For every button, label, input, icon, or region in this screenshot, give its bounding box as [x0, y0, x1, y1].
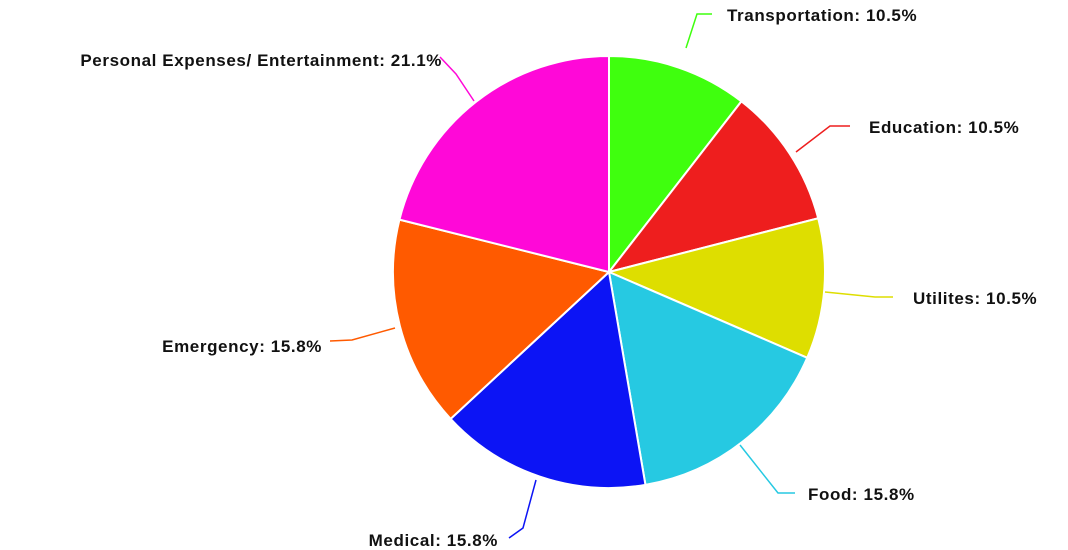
leader-line-utilites [824, 291, 893, 298]
leader-line-education [795, 125, 850, 153]
leader-line-food [739, 444, 795, 494]
slice-labels: Transportation: 10.5% Education: 10.5% Uti… [80, 6, 1037, 550]
slice-label-food: Food: 15.8% [808, 485, 915, 504]
slice-label-education: Education: 10.5% [869, 118, 1019, 137]
slice-label-emergency: Emergency: 15.8% [162, 337, 322, 356]
slice-label-medical: Medical: 15.8% [369, 531, 498, 550]
leader-line-personal-expenses-entertainment [439, 56, 475, 102]
leader-line-emergency [329, 327, 396, 342]
pie-slice-personal-expenses-entertainment [398, 54, 610, 274]
pie-slice-utilites [605, 217, 826, 360]
pie-slices [392, 54, 826, 489]
slice-label-transportation: Transportation: 10.5% [727, 6, 917, 25]
leader-line-transportation [685, 13, 712, 49]
pie-slice-transportation [608, 54, 743, 275]
leader-lines [329, 13, 893, 539]
pie-slice-medical [449, 270, 647, 489]
pie-slice-emergency [392, 218, 612, 421]
slice-label-personal-expenses-entertainment: Personal Expenses/ Entertainment: 21.1% [80, 51, 442, 70]
slice-label-utilites: Utilites: 10.5% [913, 289, 1037, 308]
pie-slice-food [607, 270, 809, 487]
leader-line-medical [508, 479, 537, 539]
pie-slice-education [606, 99, 820, 274]
